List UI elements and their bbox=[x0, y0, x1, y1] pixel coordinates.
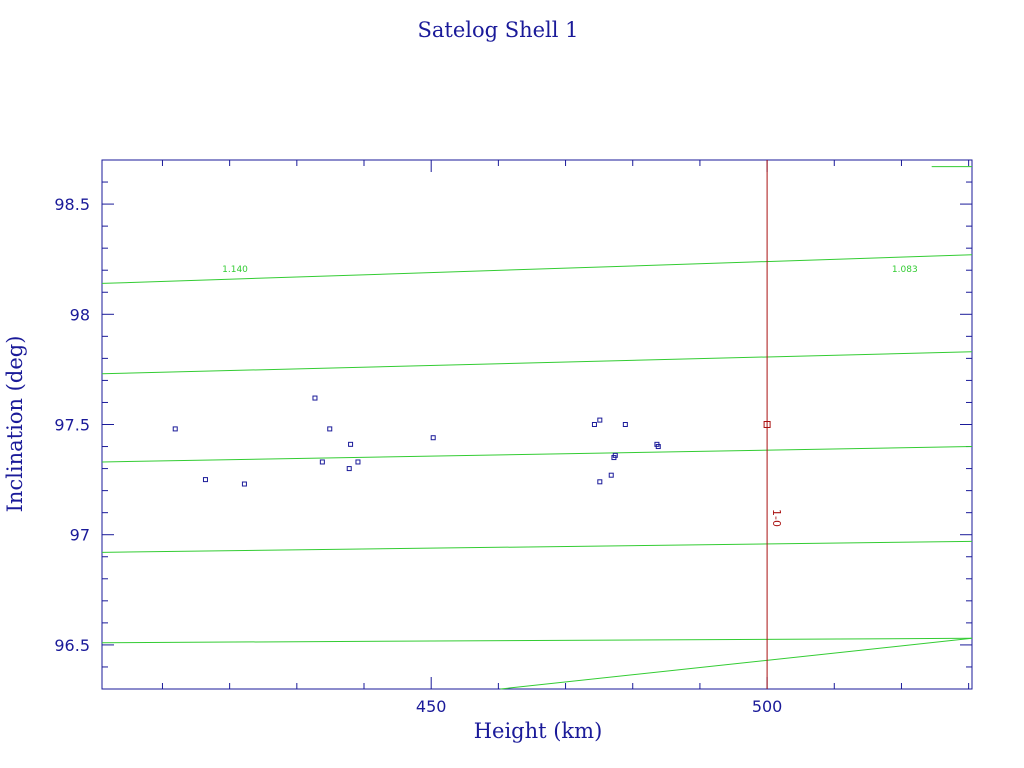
y-tick-label: 97.5 bbox=[54, 416, 90, 435]
data-point bbox=[348, 441, 354, 447]
data-point bbox=[655, 444, 661, 450]
data-point bbox=[327, 426, 333, 432]
data-point bbox=[241, 481, 247, 487]
contour-line bbox=[101, 446, 973, 463]
x-tick-label: 450 bbox=[416, 697, 447, 716]
contour-line bbox=[101, 254, 973, 284]
data-point bbox=[346, 466, 352, 472]
data-point bbox=[597, 479, 603, 485]
marker-layer: 1-0 bbox=[763, 160, 783, 689]
axis-ticks bbox=[102, 159, 972, 690]
chart-title: Satelog Shell 1 bbox=[417, 18, 578, 42]
contour-line bbox=[101, 637, 973, 644]
data-point bbox=[591, 422, 597, 427]
x-tick-label: 500 bbox=[752, 697, 783, 716]
data-point bbox=[597, 417, 603, 423]
y-tick-label: 96.5 bbox=[54, 636, 90, 655]
contour-line bbox=[101, 540, 973, 553]
data-points bbox=[172, 395, 661, 487]
marker-point bbox=[763, 421, 771, 428]
y-tick-label: 98 bbox=[70, 305, 90, 324]
contour-lines: 1.140 1.083 bbox=[101, 166, 973, 690]
data-point bbox=[608, 472, 614, 478]
contour-line bbox=[500, 637, 973, 690]
data-point bbox=[622, 422, 628, 427]
data-point bbox=[430, 435, 436, 441]
contour-label: 1.083 bbox=[892, 265, 918, 275]
data-point bbox=[172, 426, 178, 432]
contour-label: 1.140 bbox=[222, 265, 248, 275]
tick-labels: 450 500 96.5 97 97.5 98 98.5 bbox=[54, 195, 782, 716]
x-axis-label: Height (km) bbox=[474, 719, 603, 743]
data-point bbox=[611, 455, 617, 461]
y-tick-label: 98.5 bbox=[54, 195, 90, 214]
contour-line bbox=[101, 351, 973, 375]
y-axis-label: Inclination (deg) bbox=[3, 336, 27, 513]
marker-line-label: 1-0 bbox=[770, 509, 783, 527]
data-point bbox=[355, 459, 361, 465]
data-point bbox=[312, 395, 318, 401]
plot-frame bbox=[101, 159, 973, 690]
data-point bbox=[319, 459, 325, 465]
y-tick-label: 97 bbox=[70, 526, 90, 545]
data-point bbox=[202, 477, 208, 483]
